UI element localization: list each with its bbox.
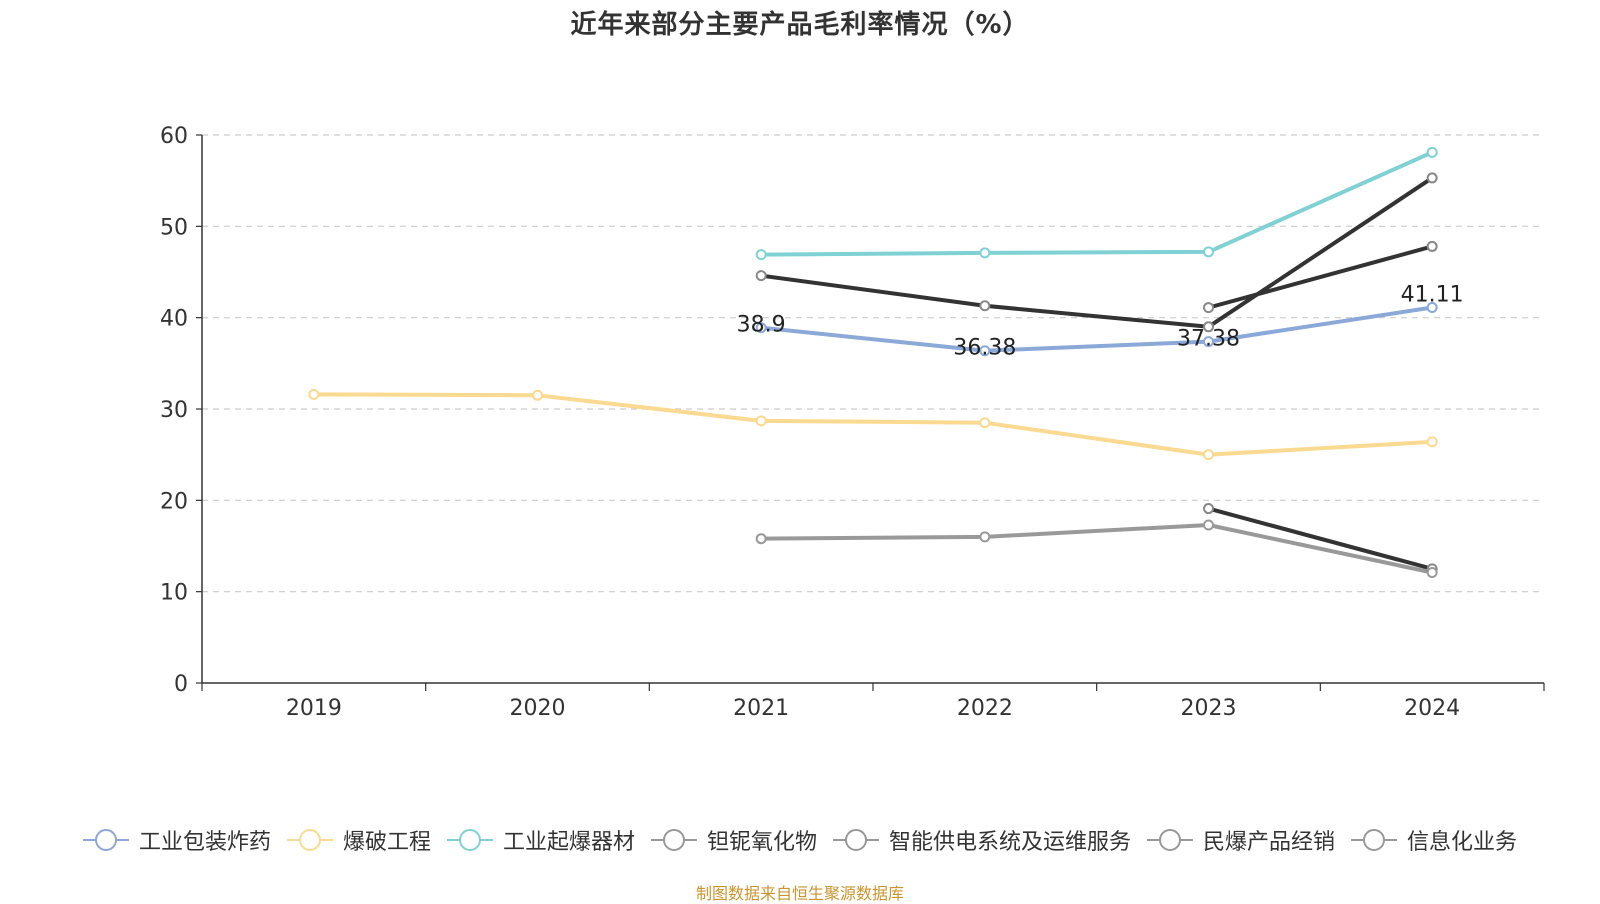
legend-line-circle-icon	[1147, 829, 1194, 851]
y-tick-label: 0	[174, 672, 188, 697]
data-label: 41.11	[1401, 283, 1464, 308]
data-point	[1203, 302, 1214, 314]
x-tick-label: 2022	[957, 696, 1013, 721]
x-tick-label: 2021	[733, 696, 789, 721]
x-tick-label: 2019	[286, 696, 342, 721]
y-tick-label: 20	[160, 489, 188, 514]
x-tick-label: 2020	[510, 696, 566, 721]
legend: 工业包装炸药 爆破工程 工业起爆器材 钽铌氧化物 智能供电系统及运维服务 民爆产品经销 信息…	[0, 820, 1600, 860]
data-point	[1426, 146, 1438, 158]
data-point	[979, 531, 991, 543]
data-point	[1203, 503, 1214, 515]
legend-label: 民爆产品经销	[1203, 830, 1336, 855]
axes: 0 10 20 30 40 50 60 2019 2020 2021 2022 2023 2024	[160, 124, 1545, 721]
legend-line-circle-icon	[833, 829, 879, 851]
series-line	[1206, 244, 1435, 310]
data-point	[1203, 449, 1214, 461]
legend-line-circle-icon	[82, 829, 129, 851]
series-line	[759, 175, 1435, 329]
legend-item[interactable]: 工业包装炸药	[82, 824, 271, 856]
legend-label: 智能供电系统及运维服务	[889, 830, 1132, 855]
data-point	[308, 388, 320, 400]
y-tick-label: 60	[160, 124, 188, 149]
data-point	[755, 415, 767, 427]
series-line	[759, 522, 1435, 575]
data-point	[979, 345, 991, 357]
data-labels: 38.9 36.38 37.38 41.11	[737, 283, 1464, 361]
legend-label: 爆破工程	[342, 830, 431, 855]
series-lines	[311, 150, 1435, 575]
y-tick-label: 50	[160, 215, 188, 240]
data-point	[755, 322, 767, 334]
data-point	[1426, 240, 1438, 252]
series-line	[759, 150, 1435, 257]
data-point	[1426, 302, 1438, 314]
series-line	[311, 392, 1435, 457]
data-point	[1203, 321, 1214, 333]
legend-label: 钽铌氧化物	[706, 830, 817, 855]
line-chart: 0 10 20 30 40 50 60 2019 2020 2021 2022 2023 2024 38…	[160, 124, 1545, 721]
legend-item[interactable]: 民爆产品经销	[1147, 824, 1335, 856]
data-point	[979, 417, 991, 429]
legend-line-circle-icon	[446, 829, 493, 851]
data-point	[1426, 566, 1438, 578]
data-point	[1203, 519, 1214, 531]
legend-label: 信息化业务	[1407, 830, 1518, 855]
data-point	[755, 249, 767, 261]
data-point	[755, 270, 767, 282]
data-point	[979, 300, 991, 312]
data-label: 36.38	[953, 336, 1016, 361]
data-point	[1203, 246, 1214, 258]
source-note: 制图数据来自恒生聚源数据库	[695, 884, 904, 903]
legend-line-circle-icon	[1351, 829, 1398, 851]
series-line	[1206, 506, 1435, 571]
x-tick-label: 2023	[1181, 696, 1237, 721]
chart-title: 近年来部分主要产品毛利率情况（%）	[570, 10, 1030, 40]
data-point	[1426, 436, 1438, 448]
legend-item[interactable]: 信息化业务	[1351, 824, 1517, 856]
legend-item[interactable]: 钽铌氧化物	[650, 824, 817, 856]
grid-lines	[202, 134, 1544, 593]
legend-item[interactable]: 智能供电系统及运维服务	[833, 824, 1131, 856]
data-label: 38.9	[737, 313, 786, 338]
legend-line-circle-icon	[286, 829, 333, 851]
series-line	[759, 305, 1435, 353]
legend-item[interactable]: 工业起爆器材	[446, 824, 635, 856]
data-point	[755, 533, 767, 545]
data-point	[1203, 336, 1214, 348]
legend-label: 工业包装炸药	[138, 830, 271, 855]
data-point	[532, 389, 543, 401]
data-points	[308, 146, 1438, 578]
data-point	[1426, 172, 1438, 184]
legend-line-circle-icon	[650, 829, 697, 851]
data-point	[979, 247, 991, 259]
data-label: 37.38	[1177, 327, 1240, 352]
y-tick-label: 40	[160, 307, 188, 332]
legend-label: 工业起爆器材	[502, 830, 635, 855]
x-tick-label: 2024	[1404, 696, 1460, 721]
y-tick-label: 10	[160, 581, 188, 606]
y-tick-label: 30	[160, 398, 188, 423]
legend-item[interactable]: 爆破工程	[286, 824, 431, 856]
